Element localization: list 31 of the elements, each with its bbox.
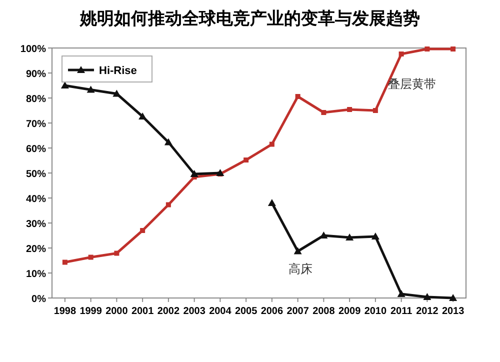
x-tick-label: 2011 — [390, 306, 413, 317]
annotation: 高床 — [288, 262, 312, 276]
y-tick-label: 60% — [26, 144, 46, 155]
chart-title: 姚明如何推动全球电竞产业的变革与发展趋势 — [79, 9, 420, 29]
x-tick-label: 2009 — [338, 306, 362, 317]
y-tick-label: 40% — [26, 194, 46, 205]
x-tick-label: 2010 — [364, 306, 387, 317]
y-tick-label: 90% — [26, 69, 46, 80]
x-tick-label: 2002 — [157, 306, 180, 317]
y-tick-label: 80% — [26, 94, 46, 105]
y-tick-label: 100% — [20, 44, 46, 55]
x-tick-label: 1998 — [54, 306, 76, 317]
annotation: 叠层黄带 — [388, 77, 436, 91]
x-tick-label: 2007 — [286, 306, 310, 317]
y-tick-label: 70% — [26, 119, 46, 130]
x-tick-label: 2008 — [312, 306, 336, 317]
x-tick-label: 2001 — [131, 306, 154, 317]
x-tick-label: 2005 — [234, 306, 258, 317]
y-tick-label: 10% — [26, 269, 46, 280]
x-tick-label: 2004 — [209, 306, 232, 317]
y-tick-label: 20% — [26, 244, 46, 255]
x-tick-label: 1999 — [80, 306, 102, 317]
x-tick-label: 2000 — [106, 306, 128, 317]
x-tick-label: 2006 — [260, 306, 284, 317]
x-tick-label: 2012 — [416, 306, 439, 317]
y-tick-label: 0% — [32, 294, 46, 305]
x-tick-label: 2013 — [442, 306, 465, 317]
y-tick-label: 30% — [26, 219, 46, 230]
y-tick-label: 50% — [26, 169, 46, 180]
legend-label: Hi-Rise — [99, 65, 137, 77]
x-tick-label: 2003 — [183, 306, 206, 317]
